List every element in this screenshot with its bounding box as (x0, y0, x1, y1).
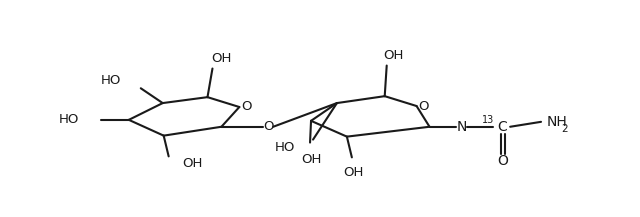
Text: OH: OH (182, 157, 203, 170)
Text: O: O (263, 120, 273, 133)
Text: OH: OH (301, 153, 321, 166)
Text: N: N (456, 120, 467, 134)
Text: OH: OH (344, 166, 364, 179)
Text: O: O (419, 100, 429, 113)
Text: 2: 2 (561, 124, 568, 134)
Text: C: C (497, 120, 507, 134)
Text: OH: OH (211, 52, 232, 65)
Text: HO: HO (275, 141, 295, 154)
Text: NH: NH (547, 115, 568, 129)
Text: O: O (241, 100, 252, 113)
Text: O: O (497, 154, 508, 168)
Text: OH: OH (383, 49, 404, 62)
Text: HO: HO (59, 113, 79, 126)
Text: 13: 13 (482, 115, 494, 125)
Text: HO: HO (100, 74, 121, 87)
